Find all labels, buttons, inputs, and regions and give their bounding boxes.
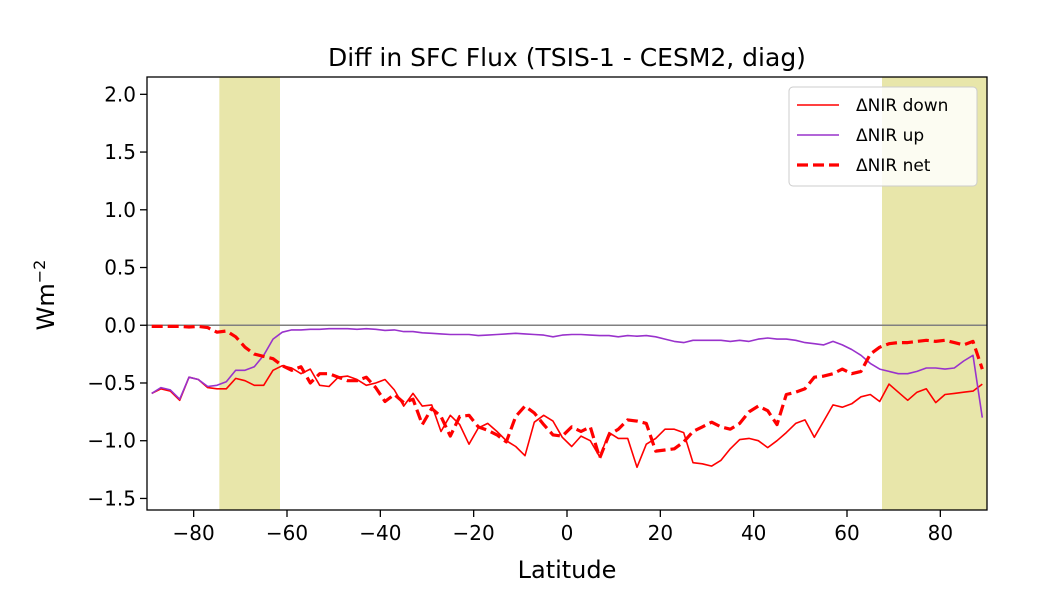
legend: ΔNIR down ΔNIR up ΔNIR net — [788, 86, 978, 187]
y-tick-label: −0.5 — [87, 371, 136, 395]
y-tick-label: 0.0 — [104, 313, 136, 337]
x-tick-label: 60 — [834, 521, 859, 545]
y-axis-label-exponent: −2 — [30, 260, 49, 284]
y-tick-label: −1.0 — [87, 429, 136, 453]
x-tick-label: −40 — [359, 521, 401, 545]
legend-label-nir-up: ΔNIR up — [856, 126, 924, 146]
x-tick-label: 20 — [648, 521, 673, 545]
legend-label-nir-net: ΔNIR net — [856, 156, 931, 176]
x-tick-label: 80 — [928, 521, 953, 545]
y-axis: −1.5 −1.0 −0.5 0.0 0.5 1.0 1.5 2.0 — [87, 82, 147, 510]
y-tick-label: −1.5 — [87, 486, 136, 510]
x-tick-label: 40 — [741, 521, 766, 545]
y-tick-label: 0.5 — [104, 256, 136, 280]
series-lines — [151, 324, 984, 469]
x-tick-label: −80 — [173, 521, 215, 545]
x-tick-label: −20 — [453, 521, 495, 545]
chart-title: Diff in SFC Flux (TSIS-1 - CESM2, diag) — [328, 43, 806, 72]
x-tick-label: 0 — [561, 521, 574, 545]
y-tick-label: 2.0 — [104, 82, 136, 106]
series-line-nir-up — [151, 327, 984, 418]
shaded-band-1 — [219, 77, 280, 510]
y-axis-label: Wm−2 — [30, 260, 60, 331]
x-tick-label: −60 — [266, 521, 308, 545]
legend-box — [788, 86, 978, 187]
x-axis-label: Latitude — [518, 556, 617, 584]
y-axis-label-unit: Wm — [32, 283, 60, 330]
y-tick-label: 1.0 — [104, 198, 136, 222]
y-tick-label: 1.5 — [104, 140, 136, 164]
series-line-nir-down — [151, 364, 983, 469]
x-axis: −80 −60 −40 −20 0 20 40 60 80 — [173, 510, 953, 545]
legend-label-nir-down: ΔNIR down — [856, 96, 948, 116]
series-line-nir-net — [151, 324, 984, 460]
